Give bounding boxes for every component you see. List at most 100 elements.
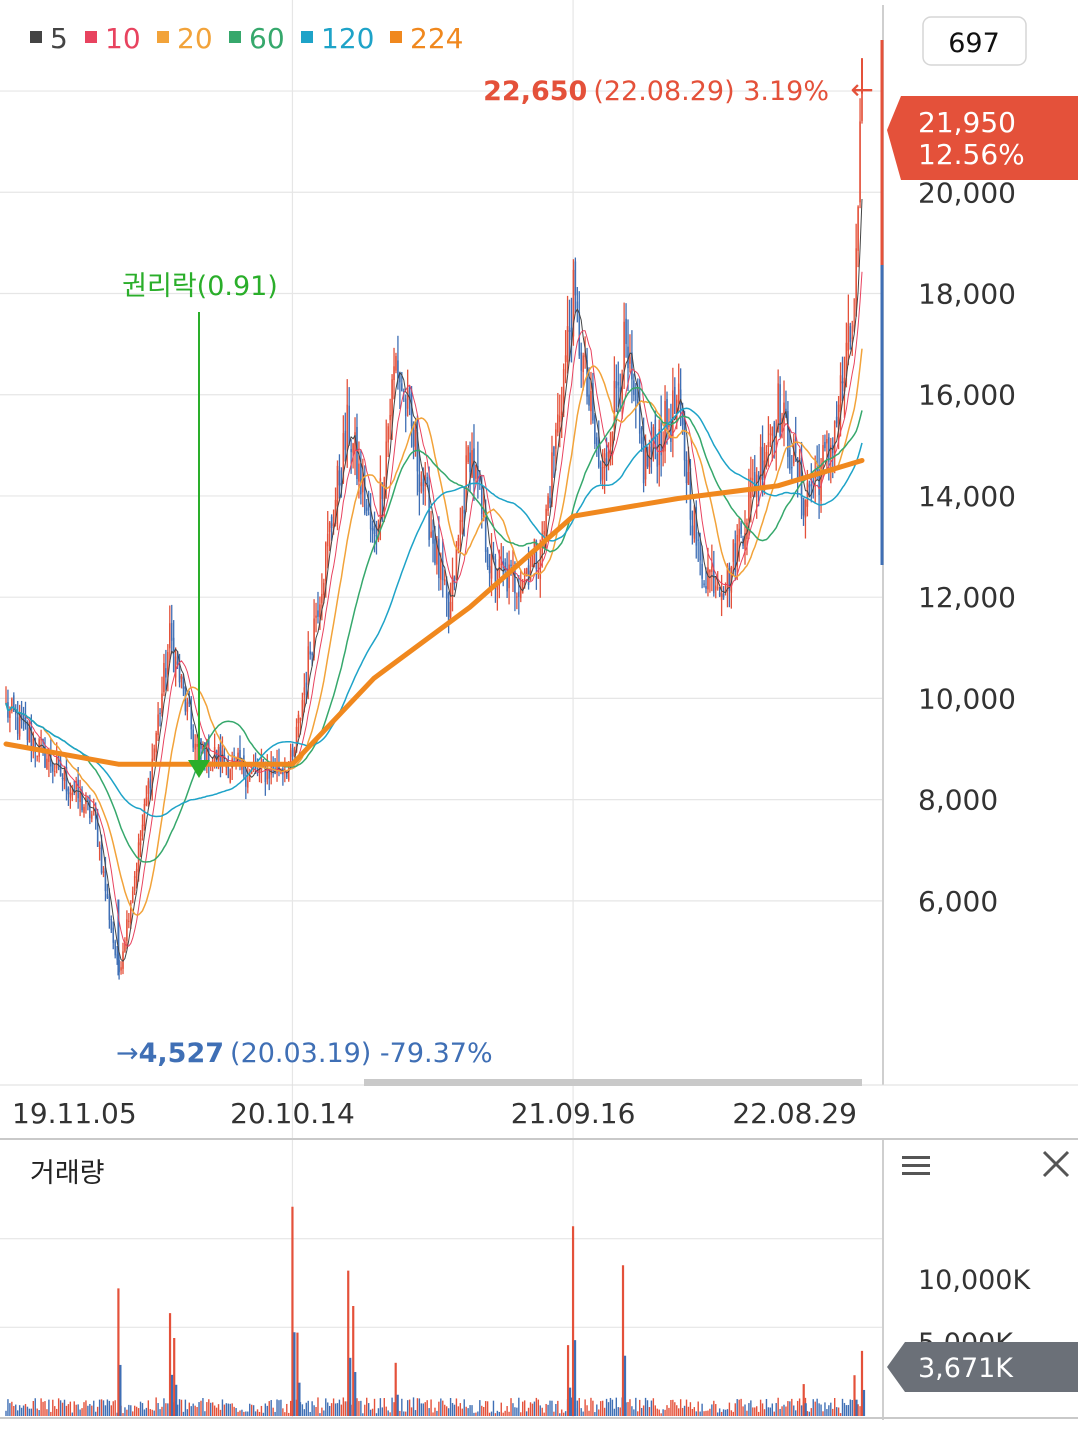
candle-body <box>510 564 512 566</box>
candle-body <box>11 698 13 711</box>
candle-body <box>518 591 520 597</box>
candle-body <box>824 441 826 449</box>
candle-body <box>391 379 393 417</box>
legend-label-ma10[interactable]: 10 <box>105 22 141 55</box>
candle-body <box>153 748 155 760</box>
ma120-line <box>5 407 863 818</box>
candle-body <box>839 375 842 412</box>
candle-body <box>180 676 183 679</box>
candle-body <box>176 661 179 665</box>
legend-swatch <box>85 31 97 43</box>
legend-label-ma5[interactable]: 5 <box>50 22 68 55</box>
candle-body <box>640 428 643 444</box>
candle-body <box>289 750 292 764</box>
candle-body <box>547 496 549 511</box>
candle-body <box>564 355 567 362</box>
close-icon[interactable] <box>1042 1150 1070 1178</box>
candle-body <box>471 450 473 478</box>
candle-body <box>625 318 627 344</box>
candle-body <box>482 508 485 517</box>
candle-body <box>330 516 333 528</box>
candle-body <box>24 714 27 725</box>
candle-body <box>599 462 602 482</box>
candle-body <box>303 687 306 696</box>
candle-body <box>53 771 56 773</box>
candle-body <box>356 426 358 479</box>
ma20-line <box>5 348 863 916</box>
price-tick-label: 12,000 <box>918 581 1016 614</box>
candle-body <box>506 568 508 592</box>
candle-body <box>422 478 425 492</box>
candle-body <box>549 497 551 504</box>
candle-body <box>592 383 594 421</box>
candle-body <box>477 466 479 482</box>
candle-body <box>650 443 653 453</box>
candle-body <box>194 743 196 750</box>
candle-body <box>451 575 454 597</box>
candle-body <box>802 497 805 516</box>
menu-icon[interactable] <box>902 1156 930 1175</box>
candle-body <box>387 426 389 443</box>
ma-legend[interactable]: 5 10 20 60 120 224 <box>30 22 463 55</box>
candle-body <box>50 752 52 767</box>
volume-grid <box>0 1238 883 1328</box>
candle-body <box>502 560 504 568</box>
candle-body <box>691 525 694 536</box>
ma224-line <box>3 458 865 767</box>
candle-body <box>319 604 321 618</box>
candle-body <box>475 464 477 479</box>
candle-body <box>525 568 528 576</box>
count-box-frame[interactable] <box>922 16 1027 66</box>
candle-body <box>576 301 579 309</box>
candle-body <box>385 441 388 476</box>
high-price-value: 22,650 <box>483 76 587 107</box>
candle-body <box>779 384 781 436</box>
candle-body <box>629 357 631 364</box>
candle-body <box>161 693 163 713</box>
candle-body <box>379 478 382 529</box>
candle-body <box>714 585 717 591</box>
legend-label-ma224[interactable]: 224 <box>410 22 463 55</box>
candle-body <box>441 560 444 581</box>
candle-body <box>369 512 372 530</box>
candle-body <box>418 474 421 492</box>
candle-body <box>771 426 774 437</box>
candle-body <box>837 404 840 430</box>
candle-body <box>420 482 423 487</box>
candle-body <box>738 528 740 542</box>
candle-body <box>508 564 510 589</box>
candle-body <box>465 455 467 511</box>
candle-body <box>666 399 668 430</box>
candle-body <box>221 750 224 766</box>
candle-body <box>44 746 46 768</box>
candle-body <box>20 713 23 721</box>
candle-body <box>317 610 319 617</box>
count-box[interactable]: 697 <box>948 28 1000 59</box>
candle-body <box>408 387 411 400</box>
current-price-badge <box>887 96 1078 180</box>
legend-label-ma120[interactable]: 120 <box>321 22 374 55</box>
candle-body <box>186 702 189 712</box>
candle-body <box>849 326 852 342</box>
legend-label-ma20[interactable]: 20 <box>177 22 213 55</box>
candle-body <box>826 439 828 444</box>
candle-body <box>278 762 280 772</box>
price-tick-label: 20,000 <box>918 176 1016 209</box>
candle-body <box>716 587 719 589</box>
candle-body <box>670 427 672 442</box>
candle-body <box>336 465 339 507</box>
candle-body <box>615 381 618 389</box>
candle-body <box>75 781 77 789</box>
horizontal-scrollbar[interactable] <box>364 1079 862 1086</box>
price-tick-label: 14,000 <box>918 480 1016 513</box>
candle-body <box>46 758 48 769</box>
candle-body <box>389 414 391 421</box>
candle-body <box>133 876 136 892</box>
candle-body <box>654 419 657 448</box>
candle-body <box>412 423 415 447</box>
legend-label-ma60[interactable]: 60 <box>249 22 285 55</box>
candle-body <box>833 421 836 456</box>
candle-body <box>364 477 366 514</box>
candle-body <box>340 482 343 486</box>
